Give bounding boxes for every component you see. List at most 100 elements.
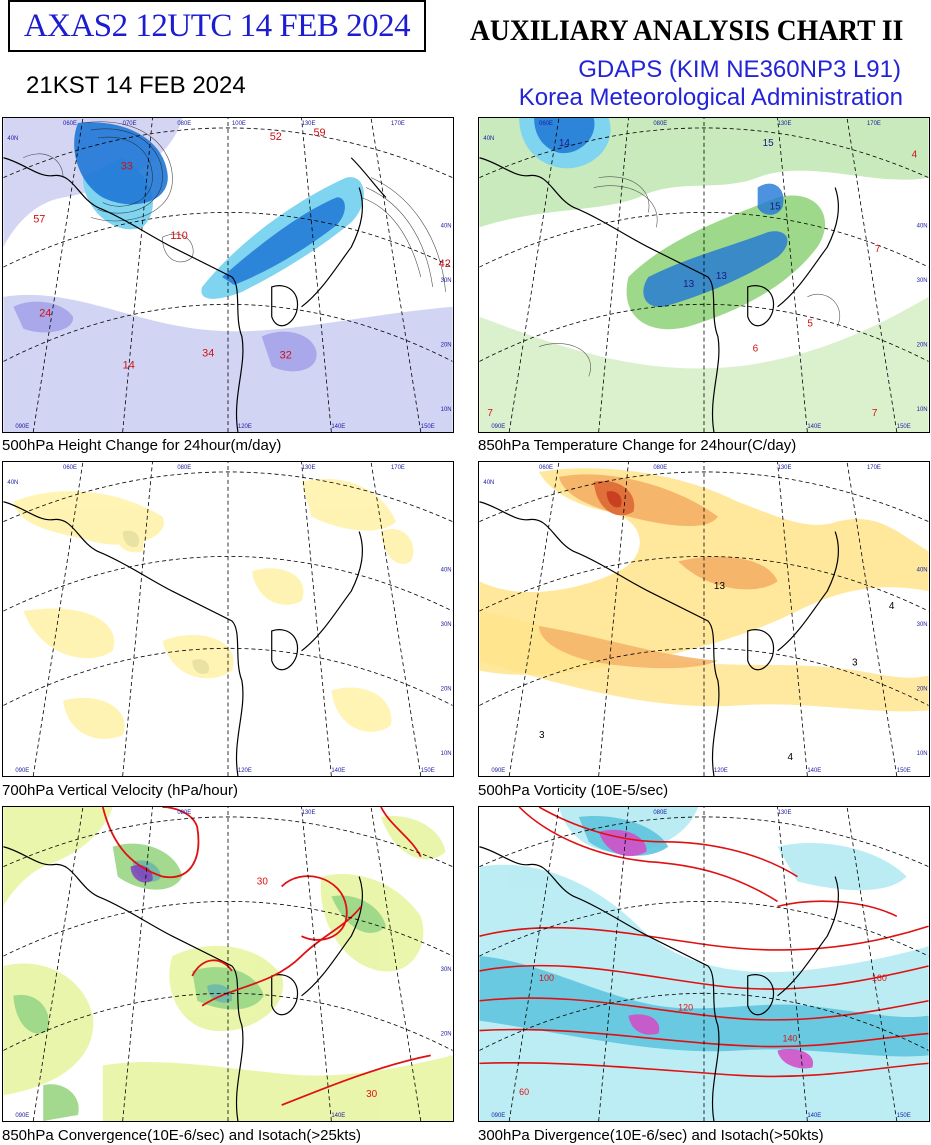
lon-label: 140E	[807, 1113, 821, 1119]
lon-label: 130E	[302, 810, 316, 816]
lon-label: 090E	[15, 424, 29, 430]
lon-label: 070E	[123, 121, 137, 127]
lon-label: 120E	[238, 424, 252, 430]
panel-height-change-map: 33 110 57 24 34 32 14 52 59 42 060E 070E…	[2, 117, 454, 433]
lon-label: 080E	[177, 465, 191, 471]
lat-label: 20N	[917, 687, 928, 693]
panel-vorticity-map: 13 4 3 3 4 060E 080E 130E 170E 40N 40N 3…	[478, 461, 930, 777]
lon-label: 140E	[807, 768, 821, 774]
map-label: 34	[202, 347, 214, 359]
lat-label: 40N	[7, 480, 18, 486]
map-label: 13	[716, 271, 728, 282]
map-label: 4	[889, 601, 895, 612]
lon-label: 170E	[867, 465, 881, 471]
height-change-map: 33 110 57 24 34 32 14 52 59 42 060E 070E…	[3, 118, 453, 432]
lat-label: 20N	[917, 343, 928, 349]
map-label: 33	[121, 161, 133, 173]
lat-label: 30N	[441, 967, 452, 973]
lat-label: 20N	[441, 687, 452, 693]
convergence-map: 30 30 080E 130E 30N 20N 090E 140E	[3, 807, 453, 1121]
temperature-change-map: 14 15 13 13 15 5 6 7 7 7 4 060E 080E 130…	[479, 118, 929, 432]
lon-label: 090E	[491, 1113, 505, 1119]
product-code-box: AXAS2 12UTC 14 FEB 2024	[8, 0, 426, 52]
map-label: 32	[280, 349, 292, 361]
map-label: 15	[763, 138, 775, 149]
lat-label: 40N	[483, 136, 494, 142]
lon-label: 080E	[653, 465, 667, 471]
lat-label: 40N	[917, 567, 928, 573]
map-label: 5	[807, 319, 813, 330]
lon-label: 100E	[232, 121, 246, 127]
map-label: 6	[753, 344, 759, 355]
lon-label: 170E	[391, 121, 405, 127]
map-label: 14	[123, 359, 135, 371]
lon-label: 060E	[539, 121, 553, 127]
lat-label: 30N	[917, 278, 928, 284]
panel-temperature-change-map: 14 15 13 13 15 5 6 7 7 7 4 060E 080E 130…	[478, 117, 930, 433]
lon-label: 150E	[897, 1113, 911, 1119]
map-label: 52	[270, 131, 282, 143]
lon-label: 130E	[778, 121, 792, 127]
caption-vertical-velocity: 700hPa Vertical Velocity (hPa/hour)	[2, 782, 238, 799]
map-label: 59	[313, 127, 325, 139]
lat-label: 40N	[441, 567, 452, 573]
map-label: 140	[783, 1034, 798, 1044]
lon-label: 140E	[331, 768, 345, 774]
map-label: 4	[912, 150, 918, 161]
map-label: 57	[33, 213, 45, 225]
lon-label: 060E	[63, 121, 77, 127]
lon-label: 090E	[15, 768, 29, 774]
map-label: 13	[683, 279, 695, 290]
map-label: 7	[875, 244, 881, 255]
chart-title: AUXILIARY ANALYSIS CHART II	[470, 14, 904, 47]
lat-label: 30N	[441, 278, 452, 284]
lon-label: 090E	[15, 1113, 29, 1119]
lon-label: 170E	[867, 121, 881, 127]
lat-label: 10N	[441, 407, 452, 413]
lon-label: 080E	[653, 810, 667, 816]
lat-label: 20N	[441, 1032, 452, 1038]
lon-label: 080E	[653, 121, 667, 127]
lon-label: 150E	[421, 768, 435, 774]
lon-label: 130E	[778, 465, 792, 471]
lat-label: 40N	[7, 136, 18, 142]
lon-label: 140E	[331, 424, 345, 430]
agency-name: Korea Meteorological Administration	[518, 84, 903, 111]
local-time: 21KST 14 FEB 2024	[26, 72, 246, 99]
panel-divergence-map: 100 120 140 160 60 080E 130E 090E 140E 1…	[478, 806, 930, 1122]
lon-label: 080E	[177, 121, 191, 127]
lon-label: 090E	[491, 768, 505, 774]
caption-temperature-change: 850hPa Temperature Change for 24hour(C/d…	[478, 437, 797, 454]
lat-label: 40N	[441, 223, 452, 229]
map-label: 30	[366, 1089, 378, 1100]
map-label: 24	[39, 308, 51, 320]
panel-vertical-velocity-map: 060E 080E 130E 170E 40N 40N 30N 20N 10N …	[2, 461, 454, 777]
caption-convergence: 850hPa Convergence(10E-6/sec) and Isotac…	[2, 1127, 361, 1144]
lat-label: 10N	[441, 751, 452, 757]
model-name: GDAPS (KIM NE360NP3 L91)	[578, 56, 901, 83]
map-label: 7	[872, 408, 878, 419]
map-label: 3	[852, 658, 858, 669]
map-label: 30	[257, 877, 269, 888]
caption-height-change: 500hPa Height Change for 24hour(m/day)	[2, 437, 282, 454]
lat-label: 10N	[917, 751, 928, 757]
map-label: 42	[439, 258, 451, 270]
lon-label: 080E	[177, 810, 191, 816]
lat-label: 10N	[917, 407, 928, 413]
lon-label: 060E	[63, 465, 77, 471]
map-label: 15	[770, 201, 782, 212]
map-label: 60	[519, 1087, 529, 1097]
lon-label: 130E	[778, 810, 792, 816]
lon-label: 150E	[421, 424, 435, 430]
map-label: 160	[872, 973, 887, 983]
lon-label: 090E	[491, 424, 505, 430]
caption-divergence: 300hPa Divergence(10E-6/sec) and Isotach…	[478, 1127, 824, 1144]
lon-label: 150E	[897, 424, 911, 430]
vertical-velocity-map: 060E 080E 130E 170E 40N 40N 30N 20N 10N …	[3, 462, 453, 776]
vorticity-map: 13 4 3 3 4 060E 080E 130E 170E 40N 40N 3…	[479, 462, 929, 776]
map-label: 3	[539, 730, 545, 741]
map-label: 4	[787, 752, 793, 763]
map-label: 7	[487, 408, 493, 419]
lon-label: 170E	[391, 465, 405, 471]
caption-vorticity: 500hPa Vorticity (10E-5/sec)	[478, 782, 669, 799]
